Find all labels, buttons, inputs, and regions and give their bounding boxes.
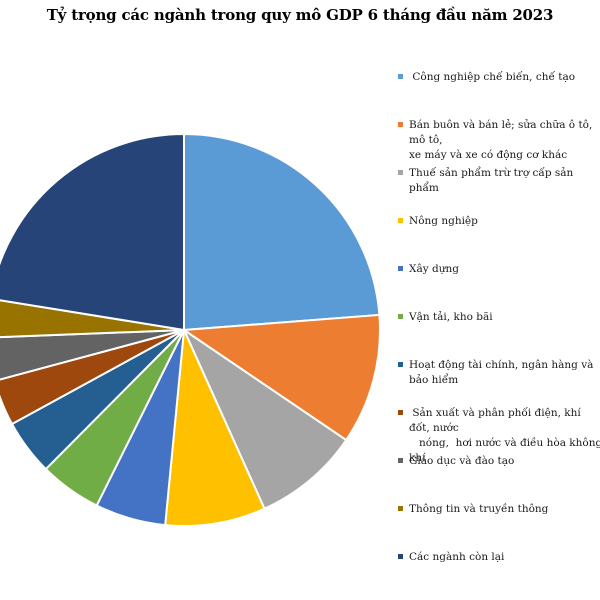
pie-slice-2 bbox=[181, 313, 381, 442]
pie-slice-3 bbox=[181, 327, 348, 511]
pie-slice-1 bbox=[183, 132, 381, 332]
pie-slice-11 bbox=[0, 132, 185, 332]
chart-title: Tỷ trọng các ngành trong quy mô GDP 6 th… bbox=[46, 6, 554, 24]
pie-slice-9 bbox=[0, 329, 185, 381]
pie-slice-10 bbox=[0, 299, 185, 339]
pie-slice-4 bbox=[164, 326, 266, 527]
pie-slice-8 bbox=[0, 329, 185, 426]
